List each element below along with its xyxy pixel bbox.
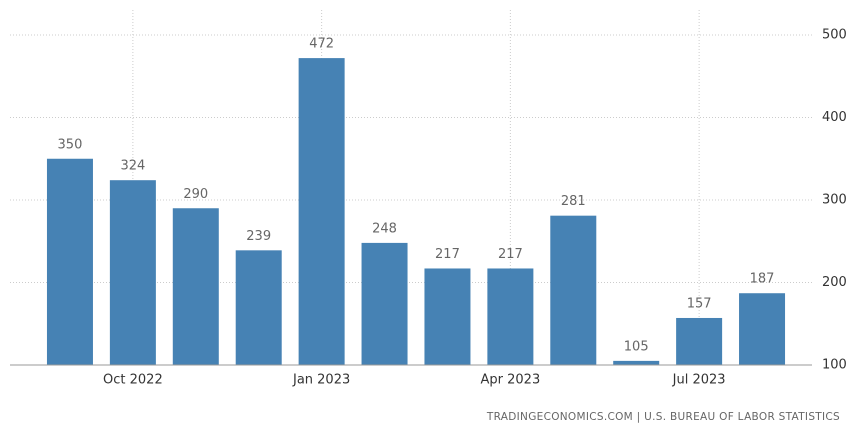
bar [235, 250, 282, 365]
bar [676, 317, 723, 365]
y-tick-label: 400 [822, 110, 847, 125]
y-tick-label: 300 [822, 193, 847, 208]
value-label: 217 [435, 247, 460, 262]
bar [172, 208, 219, 365]
bar [487, 268, 534, 365]
value-label: 187 [750, 272, 775, 287]
x-tick-label: Jul 2023 [672, 373, 726, 388]
bar [298, 58, 345, 365]
value-label: 281 [561, 194, 586, 209]
bar [424, 268, 471, 365]
value-label: 350 [58, 137, 83, 152]
x-tick-label: Jan 2023 [292, 373, 350, 388]
y-tick-label: 500 [822, 28, 847, 43]
value-label: 239 [246, 229, 271, 244]
bar [550, 215, 597, 365]
value-label: 324 [120, 159, 145, 174]
bar [109, 180, 156, 365]
source-note: TRADINGECONOMICS.COM | U.S. BUREAU OF LA… [486, 411, 840, 423]
bar [739, 293, 786, 365]
value-label: 105 [624, 339, 649, 354]
value-label: 217 [498, 247, 523, 262]
bar [46, 158, 93, 365]
value-label: 290 [183, 187, 208, 202]
bar [361, 242, 408, 365]
bar [613, 360, 660, 365]
y-tick-label: 200 [822, 275, 847, 290]
x-tick-label: Apr 2023 [481, 373, 541, 388]
value-label: 157 [687, 296, 712, 311]
value-label: 472 [309, 37, 334, 52]
x-tick-label: Oct 2022 [103, 373, 163, 388]
value-label: 248 [372, 221, 397, 236]
y-tick-label: 100 [822, 358, 847, 373]
